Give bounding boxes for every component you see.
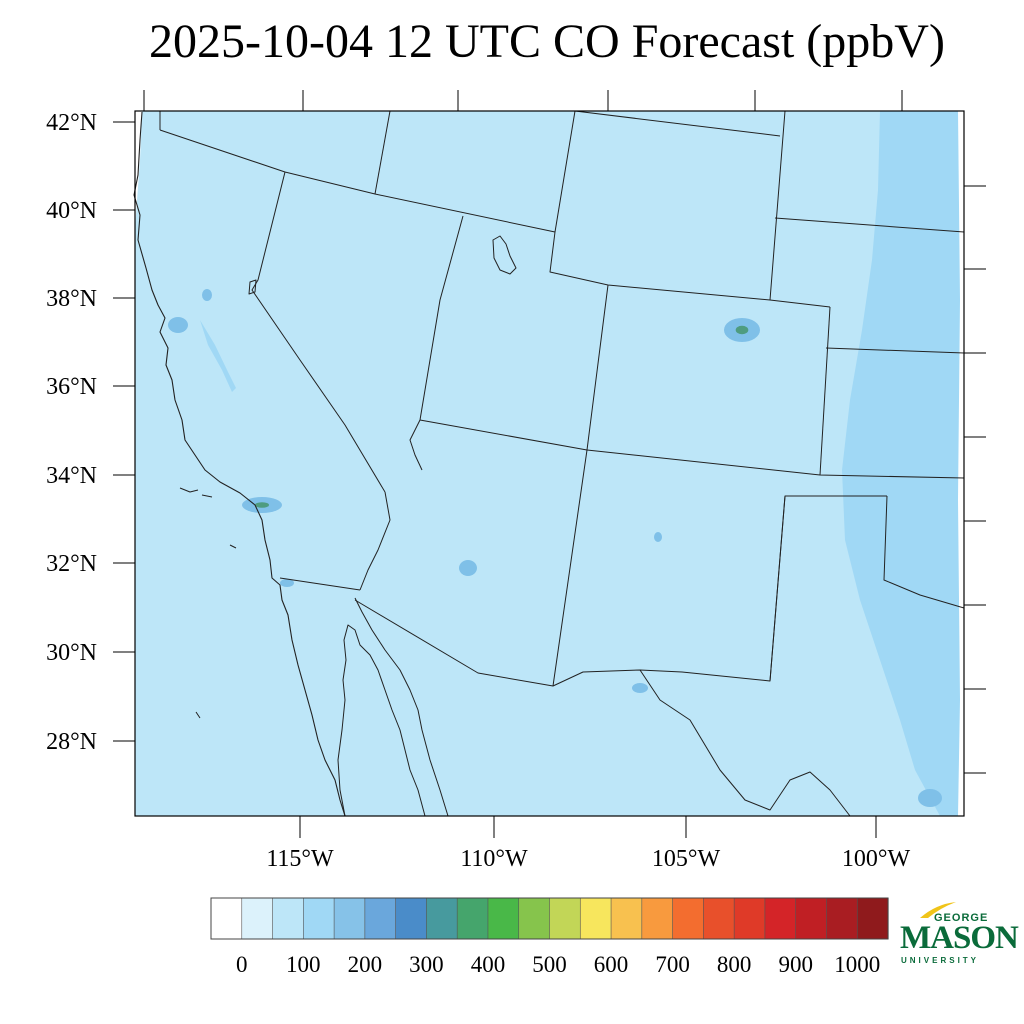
- axis-ticks: [113, 90, 986, 838]
- hotspot-phoenix: [459, 560, 477, 576]
- co-nm-line: [552, 284, 609, 687]
- colorbar-swatch: [456, 897, 489, 940]
- colorbar-label: 200: [348, 952, 383, 977]
- hotspot-san-antonio: [918, 789, 942, 807]
- latitude-labels: 42°N 40°N 38°N 36°N 34°N 32°N 30°N 28°N: [46, 110, 97, 755]
- wy-ne-border: [574, 110, 786, 301]
- longitude-label: 100°W: [842, 846, 911, 872]
- colorbar-label: 0: [236, 952, 248, 977]
- colorbar-swatch: [272, 897, 304, 940]
- colorbar-labels: 0 100 200 300 400 500 600 700 800 900 1000: [236, 952, 880, 977]
- boundaries: [133, 110, 965, 817]
- map-frame: [134, 110, 965, 817]
- co-east-border: [819, 306, 831, 476]
- latitude-label: 40°N: [46, 198, 97, 224]
- colorbar-frame: [210, 897, 889, 940]
- or-nv-ca-border: [159, 129, 556, 233]
- co-elevated-region-east: [842, 111, 964, 816]
- rio-grande: [639, 669, 851, 817]
- colorbar-swatch: [518, 897, 551, 940]
- colorbar-swatch: [610, 897, 643, 940]
- ocean-gap-east: [958, 111, 964, 816]
- colorbar-label: 600: [594, 952, 629, 977]
- colorbar-label: 1000: [834, 952, 880, 977]
- chart-title: 2025-10-04 12 UTC CO Forecast (ppbV): [149, 15, 945, 68]
- lake-tahoe: [248, 279, 257, 295]
- latitude-label: 38°N: [46, 286, 97, 312]
- longitude-labels: 115°W 110°W 105°W 100°W: [266, 846, 910, 872]
- ca-nv-border: [251, 171, 386, 493]
- co-base-field: [135, 111, 964, 816]
- colorbar-swatch: [426, 897, 458, 940]
- longitude-label: 115°W: [266, 846, 334, 872]
- colorbar-swatch: [549, 897, 581, 940]
- ks-ok-border: [825, 347, 965, 354]
- nv-ut-border: [419, 215, 464, 421]
- hotspot-sacramento: [202, 289, 212, 301]
- sonora-coast: [354, 597, 449, 817]
- logo-swoosh-icon: [920, 902, 956, 918]
- pacific-coastline: [133, 111, 346, 817]
- colorbar-label: 400: [471, 952, 506, 977]
- colorbar-label: 100: [286, 952, 321, 977]
- colorbar-label: 700: [655, 952, 690, 977]
- us-mexico-border-ca: [279, 577, 361, 591]
- logo-george: GEORGE: [934, 912, 989, 924]
- colorbar-label: 800: [717, 952, 752, 977]
- baja-east-coast: [337, 624, 426, 817]
- colorbar-label: 500: [532, 952, 567, 977]
- colorbar-swatch: [672, 897, 704, 940]
- logo-mason: MASON: [900, 920, 1019, 956]
- hotspot-denver-core: [735, 325, 749, 335]
- id-nv-border: [374, 110, 391, 195]
- colorbar-swatch: [364, 897, 397, 940]
- co-field: [135, 111, 964, 816]
- colorbar-swatch: [487, 897, 520, 940]
- colorbar-swatch: [579, 897, 612, 940]
- nm-tx-border: [769, 495, 786, 682]
- ca-az-border: [359, 491, 391, 591]
- colorbar-swatch: [856, 897, 889, 940]
- sd-ne-border: [774, 217, 965, 233]
- longitude-label: 110°W: [460, 846, 528, 872]
- hotspot-bay-area: [168, 317, 188, 333]
- colorbar-swatch: [210, 897, 243, 940]
- id-wy-border: [554, 110, 576, 233]
- colorbar-swatch: [703, 897, 735, 940]
- colorbar-label: 300: [409, 952, 444, 977]
- colorbar-swatch: [241, 897, 274, 940]
- latitude-label: 42°N: [46, 110, 97, 136]
- colorbar-swatch: [303, 897, 335, 940]
- colorbar-label: 900: [778, 952, 813, 977]
- gmu-logo: GEORGE MASON UNIVERSITY: [898, 900, 1019, 970]
- logo-university: UNIVERSITY: [901, 956, 980, 965]
- ok-tx-border: [883, 495, 965, 609]
- latitude-label: 32°N: [46, 551, 97, 577]
- nv-az-line: [409, 419, 423, 471]
- colorbar-swatch: [764, 897, 797, 940]
- colorbar-swatch: [795, 897, 828, 940]
- great-salt-lake: [492, 235, 517, 275]
- latitude-label: 34°N: [46, 463, 97, 489]
- central-valley-streak: [200, 320, 236, 392]
- hotspot-albuquerque: [654, 532, 662, 542]
- colorbar: [210, 897, 889, 940]
- latitude-label: 36°N: [46, 374, 97, 400]
- hotspot-los-angeles-core: [255, 502, 269, 508]
- longitude-label: 105°W: [652, 846, 721, 872]
- colorbar-swatch: [641, 897, 674, 940]
- colorbar-swatch: [333, 897, 366, 940]
- colorbar-swatch: [826, 897, 858, 940]
- hotspot-mexicali: [280, 579, 294, 587]
- colorbar-swatch: [733, 897, 766, 940]
- latitude-label: 30°N: [46, 640, 97, 666]
- channel-islands: [179, 487, 237, 719]
- colorbar-swatch: [395, 897, 428, 940]
- ut-co-az-nm: [419, 419, 965, 479]
- latitude-label: 28°N: [46, 729, 97, 755]
- hotspot-el-paso: [632, 683, 648, 693]
